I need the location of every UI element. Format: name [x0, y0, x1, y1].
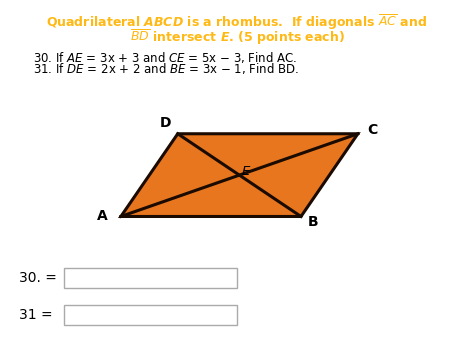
Text: 30. =: 30. =	[19, 271, 57, 285]
Text: A: A	[97, 209, 107, 224]
Text: B: B	[308, 215, 318, 229]
Polygon shape	[121, 134, 358, 216]
Text: 31. If $DE$ = 2x + 2 and $BE$ = 3x $-$ 1, Find BD.: 31. If $DE$ = 2x + 2 and $BE$ = 3x $-$ 1…	[33, 61, 299, 76]
Text: D: D	[160, 116, 172, 130]
Text: E: E	[241, 165, 250, 178]
Text: C: C	[367, 123, 377, 137]
Text: $\overline{BD}$ intersect $\bfit{E}$. (5 points each): $\overline{BD}$ intersect $\bfit{E}$. (5…	[129, 28, 345, 47]
Text: 31 =: 31 =	[19, 308, 53, 322]
Text: 30. If $AE$ = 3x + 3 and $CE$ = 5x $-$ 3, Find AC.: 30. If $AE$ = 3x + 3 and $CE$ = 5x $-$ 3…	[33, 50, 298, 64]
Text: Quadrilateral $\bfit{ABCD}$ is a rhombus.  If diagonals $\overline{AC}$ and: Quadrilateral $\bfit{ABCD}$ is a rhombus…	[46, 13, 428, 32]
